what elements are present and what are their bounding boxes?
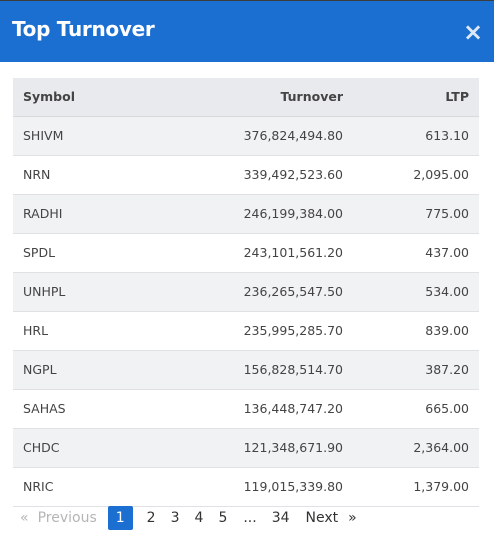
page-link-3[interactable]: 3 — [170, 510, 180, 526]
ltp-cell: 1,379.00 — [353, 467, 479, 507]
table-row[interactable]: RADHI 246,199,384.00 775.00 — [13, 194, 479, 234]
ltp-cell: 839.00 — [353, 311, 479, 351]
table-row[interactable]: SAHAS 136,448,747.20 665.00 — [13, 389, 479, 429]
close-icon[interactable]: × — [462, 18, 484, 46]
ltp-cell: 387.20 — [353, 350, 479, 390]
turnover-cell: 246,199,384.00 — [153, 194, 353, 234]
table-row[interactable]: UNHPL 236,265,547.50 534.00 — [13, 272, 479, 312]
symbol-cell: SAHAS — [13, 389, 153, 429]
column-header-ltp[interactable]: LTP — [353, 78, 479, 117]
next-page-link[interactable]: Next — [305, 510, 339, 526]
symbol-cell: NGPL — [13, 350, 153, 390]
symbol-cell: RADHI — [13, 194, 153, 234]
turnover-cell: 339,492,523.60 — [153, 155, 353, 195]
previous-arrow-icon[interactable]: « — [20, 510, 29, 526]
table-row[interactable]: NRN 339,492,523.60 2,095.00 — [13, 155, 479, 195]
page-link-4[interactable]: 4 — [194, 510, 204, 526]
page-link-2[interactable]: 2 — [146, 510, 156, 526]
ltp-cell: 2,364.00 — [353, 428, 479, 468]
ltp-cell: 534.00 — [353, 272, 479, 312]
symbol-cell: SPDL — [13, 233, 153, 273]
ltp-cell: 2,095.00 — [353, 155, 479, 195]
table-header-row: Symbol Turnover LTP — [13, 78, 479, 117]
ltp-cell: 437.00 — [353, 233, 479, 273]
symbol-cell: NRN — [13, 155, 153, 195]
table-row[interactable]: NRIC 119,015,339.80 1,379.00 — [13, 467, 479, 507]
page-link-1[interactable]: 1 — [107, 506, 133, 530]
symbol-cell: SHIVM — [13, 116, 153, 156]
table-row[interactable]: SHIVM 376,824,494.80 613.10 — [13, 116, 479, 156]
ltp-cell: 665.00 — [353, 389, 479, 429]
symbol-cell: NRIC — [13, 467, 153, 507]
turnover-cell: 121,348,671.90 — [153, 428, 353, 468]
pagination-ellipsis: ... — [243, 510, 257, 526]
turnover-cell: 243,101,561.20 — [153, 233, 353, 273]
modal-header: Top Turnover × — [0, 0, 494, 62]
column-header-symbol[interactable]: Symbol — [13, 78, 153, 117]
turnover-cell: 136,448,747.20 — [153, 389, 353, 429]
table-row[interactable]: HRL 235,995,285.70 839.00 — [13, 311, 479, 351]
column-header-turnover[interactable]: Turnover — [153, 78, 353, 117]
previous-page-link[interactable]: Previous — [37, 510, 97, 526]
symbol-cell: UNHPL — [13, 272, 153, 312]
turnover-cell: 119,015,339.80 — [153, 467, 353, 507]
pagination: « Previous 1 2 3 4 5 ... 34 Next » — [20, 506, 357, 530]
table-row[interactable]: CHDC 121,348,671.90 2,364.00 — [13, 428, 479, 468]
page-link-5[interactable]: 5 — [218, 510, 228, 526]
ltp-cell: 613.10 — [353, 116, 479, 156]
turnover-table: Symbol Turnover LTP SHIVM 376,824,494.80… — [13, 78, 479, 507]
symbol-cell: HRL — [13, 311, 153, 351]
table-row[interactable]: NGPL 156,828,514.70 387.20 — [13, 350, 479, 390]
turnover-cell: 156,828,514.70 — [153, 350, 353, 390]
ltp-cell: 775.00 — [353, 194, 479, 234]
page-link-34[interactable]: 34 — [271, 510, 290, 526]
turnover-cell: 236,265,547.50 — [153, 272, 353, 312]
turnover-cell: 235,995,285.70 — [153, 311, 353, 351]
modal-title: Top Turnover — [12, 17, 155, 41]
table-row[interactable]: SPDL 243,101,561.20 437.00 — [13, 233, 479, 273]
symbol-cell: CHDC — [13, 428, 153, 468]
turnover-cell: 376,824,494.80 — [153, 116, 353, 156]
next-arrow-icon[interactable]: » — [348, 510, 357, 526]
